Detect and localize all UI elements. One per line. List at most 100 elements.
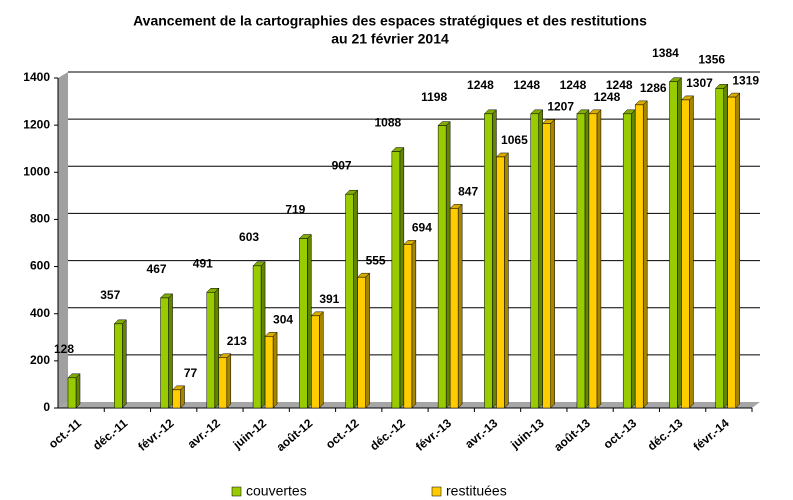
chart-title: Avancement de la cartographies des espac… bbox=[133, 13, 647, 29]
bar-face bbox=[630, 109, 636, 409]
legend-label: restituées bbox=[446, 483, 507, 499]
x-tick-label: août-12 bbox=[274, 416, 316, 454]
x-tick-label: oct.-12 bbox=[323, 416, 362, 452]
bar-face bbox=[504, 152, 509, 409]
bar bbox=[622, 109, 636, 409]
bar-face bbox=[411, 239, 417, 409]
bar bbox=[530, 109, 544, 409]
x-tick-label: déc.-12 bbox=[367, 416, 408, 454]
bar bbox=[483, 109, 498, 409]
bar bbox=[252, 261, 266, 409]
value-label: 1248 bbox=[560, 78, 587, 92]
bar-face bbox=[307, 233, 312, 409]
bar-face bbox=[642, 100, 648, 409]
bar-face bbox=[449, 208, 459, 409]
bar-face bbox=[168, 293, 173, 409]
value-label: 391 bbox=[319, 292, 339, 306]
bar-face bbox=[723, 83, 728, 409]
bar-face bbox=[457, 203, 463, 409]
bar-face bbox=[75, 373, 81, 409]
bar-face bbox=[530, 113, 539, 409]
bar bbox=[449, 203, 463, 409]
value-label: 1207 bbox=[547, 100, 574, 114]
bar bbox=[715, 83, 729, 409]
bar-face bbox=[345, 193, 354, 409]
bar bbox=[218, 353, 232, 409]
bar bbox=[344, 189, 359, 409]
value-label: 491 bbox=[193, 256, 213, 270]
bar-face bbox=[399, 146, 405, 409]
bar-face bbox=[492, 109, 497, 409]
bar bbox=[495, 152, 510, 409]
bar bbox=[403, 239, 417, 409]
x-tick-label: avr.-12 bbox=[185, 416, 223, 451]
bar-face bbox=[311, 315, 320, 409]
value-label: 1248 bbox=[513, 78, 540, 92]
bar-face bbox=[160, 297, 169, 409]
bar-face bbox=[681, 99, 690, 409]
legend-swatch bbox=[431, 486, 442, 497]
legend-label: couvertes bbox=[246, 483, 307, 499]
bar-face bbox=[252, 265, 262, 409]
side-wall bbox=[58, 72, 68, 408]
bar-face bbox=[272, 331, 278, 409]
bar-face bbox=[264, 336, 274, 409]
bar-face bbox=[689, 95, 694, 409]
bar-face bbox=[496, 156, 505, 409]
y-tick-label: 1000 bbox=[23, 164, 50, 178]
x-tick-label: oct.-11 bbox=[46, 416, 84, 451]
value-label: 603 bbox=[239, 230, 259, 244]
bar-face bbox=[357, 276, 366, 409]
bar-face bbox=[114, 323, 123, 409]
value-label: 304 bbox=[273, 313, 293, 327]
bar-face bbox=[122, 319, 127, 409]
bar bbox=[668, 77, 683, 409]
value-label: 1286 bbox=[640, 81, 667, 95]
x-tick-label: juin-12 bbox=[230, 416, 270, 452]
value-label: 1248 bbox=[606, 78, 633, 92]
bar-face bbox=[715, 88, 724, 409]
bar bbox=[159, 293, 174, 409]
x-tick-label: août-13 bbox=[551, 416, 593, 454]
bar bbox=[298, 233, 312, 409]
value-label: 467 bbox=[147, 262, 167, 276]
bar-face bbox=[353, 189, 358, 409]
bar-face bbox=[445, 121, 451, 409]
bar bbox=[206, 287, 220, 409]
value-label: 1088 bbox=[375, 116, 402, 130]
value-label: 1307 bbox=[686, 76, 713, 90]
bar bbox=[264, 331, 278, 409]
bar bbox=[67, 373, 81, 409]
bar-face bbox=[542, 123, 551, 409]
bar bbox=[437, 121, 451, 409]
value-label: 128 bbox=[54, 342, 74, 356]
value-label: 555 bbox=[366, 253, 386, 267]
bar-face bbox=[206, 292, 216, 409]
y-tick-label: 800 bbox=[30, 212, 50, 226]
x-tick-label: déc.-13 bbox=[645, 416, 686, 454]
bar bbox=[542, 118, 556, 409]
bar-face bbox=[226, 353, 232, 409]
x-tick-label: févr.-13 bbox=[413, 416, 454, 454]
x-tick-label: févr.-12 bbox=[135, 416, 176, 454]
y-tick-label: 0 bbox=[43, 400, 50, 414]
value-label: 1356 bbox=[698, 53, 725, 67]
bar-face bbox=[391, 151, 401, 409]
legend-swatch bbox=[231, 486, 242, 497]
bar bbox=[171, 385, 186, 409]
bar-face bbox=[67, 377, 77, 409]
bar bbox=[310, 311, 324, 409]
value-label: 1384 bbox=[652, 46, 679, 60]
value-label: 213 bbox=[227, 334, 247, 348]
value-label: 77 bbox=[184, 366, 198, 380]
bar bbox=[356, 272, 371, 409]
value-label: 357 bbox=[100, 288, 120, 302]
x-tick-label: févr.-14 bbox=[691, 416, 732, 454]
bar-face bbox=[576, 113, 586, 409]
bar-face bbox=[550, 118, 555, 409]
bar-face bbox=[634, 104, 644, 409]
x-tick-label: oct.-13 bbox=[601, 416, 640, 452]
bar bbox=[113, 319, 127, 409]
bar-face bbox=[584, 109, 590, 409]
value-label: 907 bbox=[332, 158, 352, 172]
